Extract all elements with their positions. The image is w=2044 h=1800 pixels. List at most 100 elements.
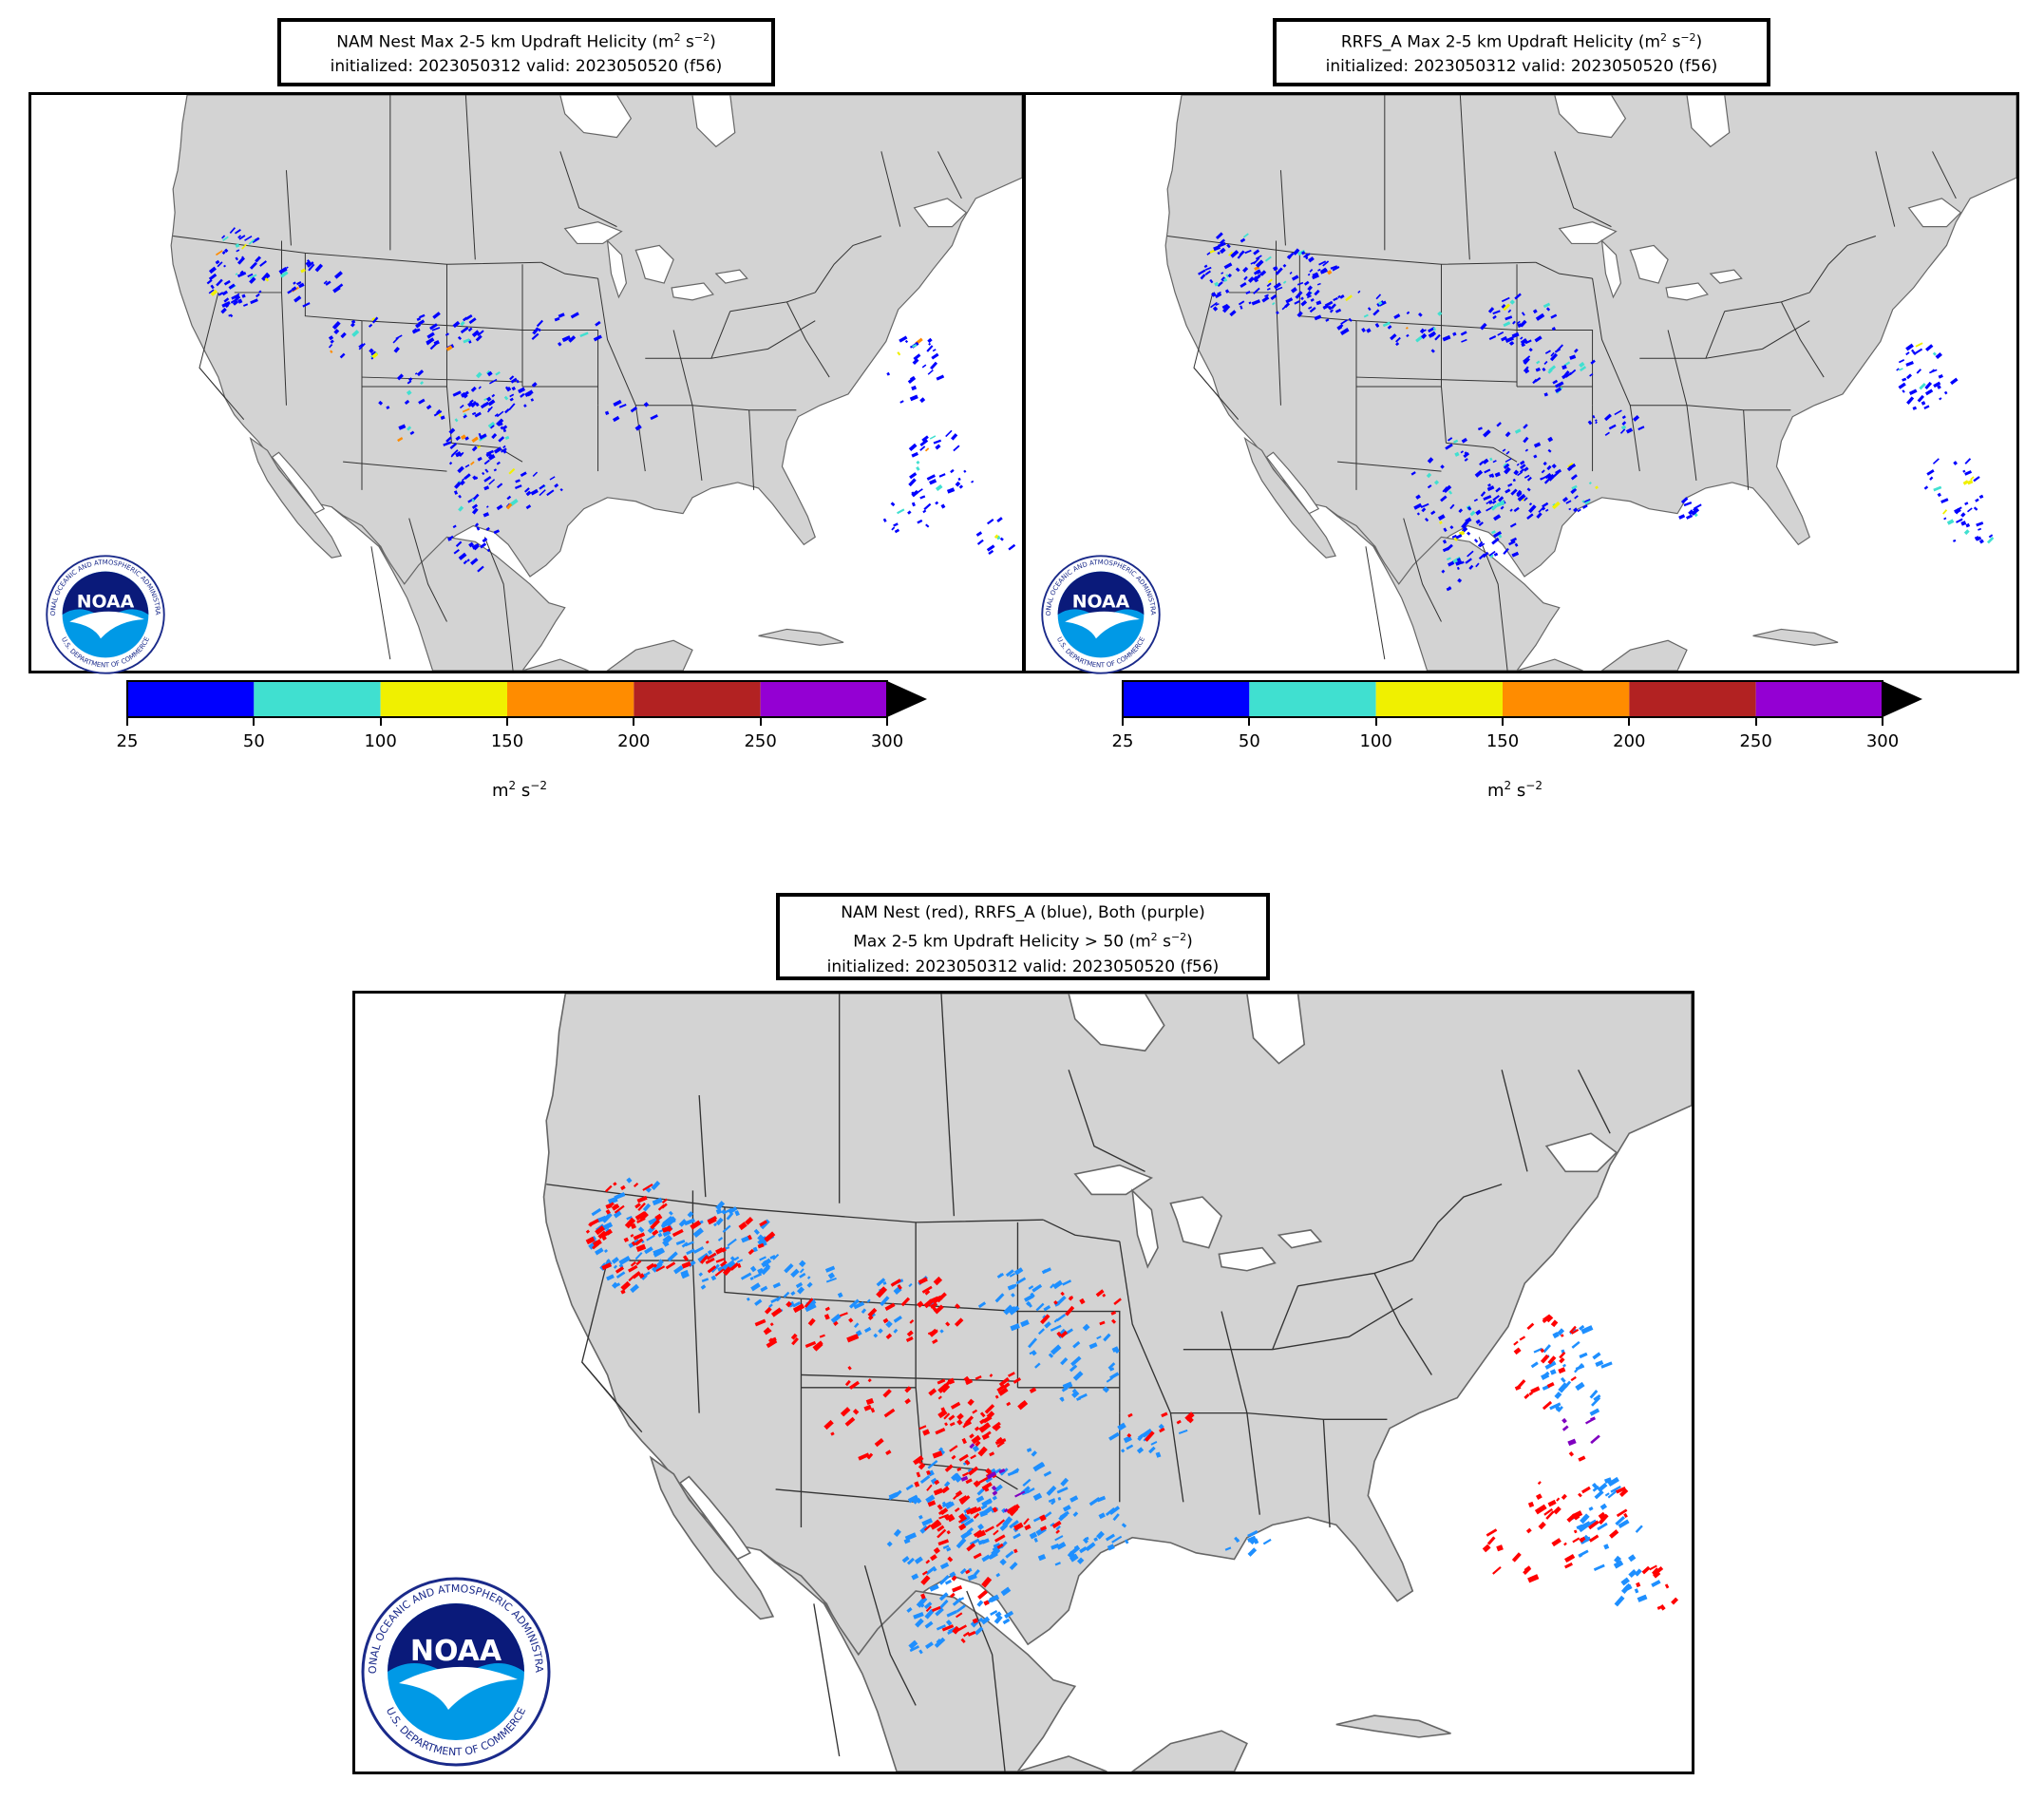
storm-cell	[673, 1265, 684, 1275]
storm-cell	[409, 430, 415, 436]
storm-cell	[1505, 336, 1515, 343]
storm-cell	[918, 1649, 923, 1655]
storm-cell	[613, 1210, 622, 1219]
storm-cell	[1561, 365, 1567, 370]
storm-cell	[876, 1286, 888, 1298]
storm-cell	[471, 503, 479, 510]
storm-cell	[963, 469, 967, 473]
storm-cell	[1228, 251, 1234, 256]
storm-cell	[1559, 1352, 1566, 1359]
border-line	[1279, 170, 1286, 246]
storm-cell	[477, 445, 482, 449]
storm-cell	[925, 1559, 931, 1564]
storm-cell	[1573, 348, 1579, 353]
storm-cell	[256, 293, 260, 298]
storm-cell	[487, 454, 496, 461]
storm-cell	[900, 1297, 911, 1307]
storm-cell	[967, 1630, 976, 1637]
storm-cell	[974, 1626, 984, 1636]
storm-cell	[1282, 280, 1287, 284]
storm-cell	[923, 1298, 934, 1309]
storm-cell	[1511, 332, 1520, 339]
storm-cell	[692, 1246, 705, 1254]
storm-cell	[993, 1543, 1001, 1549]
storm-cell	[840, 1407, 851, 1417]
storm-cell	[911, 491, 915, 495]
logo-top	[62, 571, 149, 621]
storm-cell	[908, 1639, 918, 1650]
storm-cell	[350, 322, 355, 328]
storm-cell	[633, 1182, 639, 1188]
storm-cell	[1592, 1486, 1599, 1492]
storm-cell	[1580, 1536, 1592, 1544]
storm-cell	[1253, 249, 1260, 256]
storm-cell	[924, 1641, 934, 1649]
storm-cell	[1543, 1507, 1553, 1516]
storm-cell	[967, 1398, 975, 1406]
storm-cell	[1332, 266, 1340, 272]
storm-cell	[736, 1259, 744, 1263]
storm-cell	[1625, 427, 1634, 434]
storm-cell	[975, 1375, 982, 1380]
storm-cell	[1082, 1323, 1090, 1332]
storm-cell	[1593, 1563, 1605, 1571]
storm-cell	[1046, 1485, 1057, 1496]
water-body	[563, 221, 623, 245]
storm-cell	[1536, 360, 1541, 365]
storm-cell	[1019, 1401, 1025, 1407]
border-line	[915, 1222, 923, 1465]
storm-cell	[593, 334, 602, 342]
storm-cell	[460, 434, 466, 441]
storm-cell	[597, 1230, 607, 1240]
storm-cell	[1561, 1425, 1569, 1431]
storm-cell	[996, 1384, 1006, 1393]
water-body	[606, 238, 628, 299]
storm-cell	[942, 1544, 950, 1550]
storm-cell	[1975, 498, 1979, 502]
storm-cell	[1314, 314, 1322, 321]
nam-map	[28, 92, 1025, 673]
colorbar-bin	[1755, 681, 1883, 717]
colorbar-outline	[126, 680, 888, 718]
storm-cell	[745, 1217, 754, 1225]
storm-cell	[471, 436, 479, 443]
storm-cell	[1062, 1505, 1071, 1512]
storm-cell	[885, 1333, 893, 1340]
storm-cell	[908, 478, 917, 487]
colorbar-tick	[1502, 718, 1504, 726]
storm-cell	[485, 505, 489, 508]
storm-cell	[1251, 299, 1261, 306]
logo-top	[1057, 571, 1145, 621]
storm-cell	[493, 446, 502, 454]
storm-cell	[1915, 348, 1923, 354]
storm-cell	[477, 565, 484, 573]
storm-cell	[1536, 512, 1542, 519]
storm-cell	[1533, 1347, 1543, 1354]
storm-cell	[239, 270, 244, 275]
storm-cell	[1126, 1444, 1134, 1450]
storm-cell	[998, 1376, 1010, 1387]
storm-cell	[998, 1468, 1006, 1474]
storm-cell	[1024, 1524, 1031, 1531]
storm-cell	[559, 487, 563, 492]
storm-cell	[1526, 513, 1534, 520]
storm-cell	[1448, 560, 1455, 567]
storm-cell	[911, 489, 919, 498]
storm-cell	[946, 1530, 951, 1535]
storm-cell	[992, 1490, 998, 1496]
storm-cell	[705, 1257, 715, 1264]
storm-cell	[1520, 464, 1526, 470]
storm-cell	[960, 1529, 973, 1540]
storm-cell	[634, 1203, 641, 1209]
storm-cell	[1491, 537, 1500, 545]
storm-cell	[969, 1443, 975, 1449]
water-body	[913, 198, 968, 228]
storm-cell	[903, 1538, 911, 1544]
storm-cell	[825, 1277, 837, 1283]
storm-cell	[1434, 333, 1441, 341]
storm-cell	[1915, 342, 1923, 348]
storm-cell	[1555, 381, 1564, 388]
storm-cell	[897, 1284, 902, 1290]
storm-cell	[1059, 1396, 1065, 1402]
storm-cell	[952, 1597, 962, 1606]
